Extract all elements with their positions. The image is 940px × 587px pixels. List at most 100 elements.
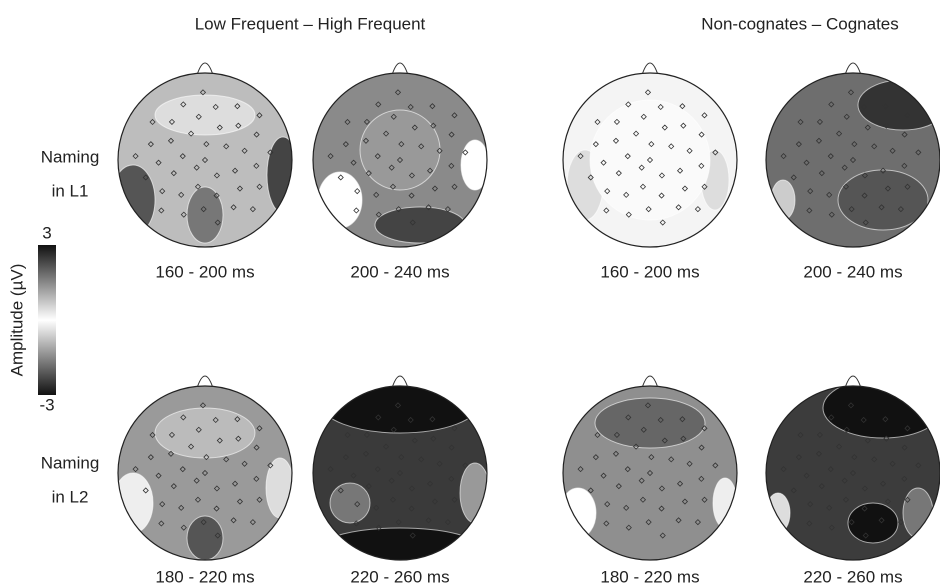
- electrode: [884, 498, 892, 505]
- electrode: [864, 437, 871, 444]
- electrode: [448, 162, 455, 169]
- electrode: [365, 170, 372, 177]
- electrode: [375, 414, 382, 421]
- electrode: [167, 137, 175, 144]
- electrode: [613, 431, 621, 438]
- contour-region: [359, 109, 441, 191]
- electrode: [612, 137, 620, 144]
- electrode: [668, 456, 675, 463]
- electrode: [882, 103, 889, 110]
- electrode: [807, 188, 814, 195]
- electrode: [661, 437, 668, 444]
- electrode: [344, 431, 351, 439]
- row-label: in L1: [52, 181, 89, 200]
- electrode: [253, 475, 260, 482]
- nose: [196, 62, 214, 76]
- contour-region: [329, 482, 371, 524]
- electrode: [646, 156, 654, 164]
- electrode: [861, 485, 868, 492]
- electrode: [395, 206, 402, 213]
- electrode: [904, 496, 911, 503]
- electrode: [409, 219, 416, 226]
- electrode: [158, 520, 165, 527]
- electrode: [409, 532, 416, 539]
- electrode: [389, 496, 397, 503]
- electrode: [199, 89, 207, 96]
- electrode: [236, 498, 244, 505]
- electrode: [363, 431, 371, 438]
- electrode: [230, 204, 237, 211]
- electrode: [842, 496, 850, 503]
- electrode: [818, 170, 825, 177]
- electrode: [701, 183, 708, 190]
- electrode: [142, 487, 149, 494]
- head-map: [117, 62, 293, 248]
- electrode: [354, 188, 361, 195]
- electrode: [861, 192, 868, 199]
- electrode: [883, 435, 890, 442]
- time-window: 200 - 240 ms: [803, 262, 902, 281]
- electrode: [657, 416, 664, 424]
- electrode: [816, 118, 824, 125]
- electrode: [889, 460, 896, 467]
- electrode: [223, 143, 230, 150]
- electrode: [803, 159, 810, 166]
- electrode: [701, 112, 708, 119]
- contour-region: [186, 186, 224, 244]
- electrode: [451, 496, 458, 503]
- electrode: [657, 103, 664, 111]
- head-map: [765, 62, 940, 248]
- electrode: [342, 454, 349, 461]
- electrode: [195, 426, 202, 433]
- electrode: [462, 462, 469, 469]
- electrode: [658, 192, 665, 199]
- electrode: [806, 520, 813, 527]
- electrode: [203, 141, 210, 148]
- electrode: [648, 141, 655, 148]
- electrode: [337, 174, 344, 181]
- electrode: [337, 487, 344, 494]
- electrode: [147, 141, 154, 148]
- electrode: [188, 443, 195, 450]
- contour-region: [459, 462, 487, 524]
- electrode: [862, 219, 869, 226]
- electrode: [155, 472, 162, 479]
- electrode: [429, 103, 436, 110]
- electrode: [615, 170, 622, 177]
- electrode: [200, 519, 207, 526]
- electrode: [159, 188, 166, 195]
- electrode: [373, 504, 380, 511]
- electrode: [395, 519, 402, 526]
- electrode: [253, 162, 260, 169]
- electrode: [851, 454, 858, 461]
- electrode: [168, 431, 176, 438]
- electrode: [879, 167, 887, 174]
- electrode: [901, 162, 908, 169]
- electrode: [841, 164, 848, 171]
- electrode: [848, 206, 855, 213]
- electrode: [430, 122, 437, 129]
- electrode: [897, 206, 904, 213]
- electrode: [159, 501, 166, 508]
- electrode: [644, 89, 652, 96]
- electrode: [600, 472, 607, 479]
- head-outline: [765, 72, 940, 248]
- head-map: [312, 375, 488, 561]
- head-outline: [117, 385, 293, 561]
- head-outline: [765, 385, 940, 561]
- electrode: [212, 103, 219, 111]
- electrode: [587, 174, 594, 181]
- electrode: [216, 124, 223, 131]
- time-window: 200 - 240 ms: [350, 262, 449, 281]
- electrode: [603, 207, 610, 214]
- electrode: [681, 498, 689, 505]
- time-window: 180 - 220 ms: [600, 567, 699, 586]
- electrode: [411, 437, 418, 444]
- electrode: [200, 206, 207, 213]
- electrode: [213, 172, 220, 179]
- electrode: [615, 483, 622, 490]
- electrode: [827, 153, 834, 160]
- electrode: [462, 149, 469, 156]
- electrode: [676, 480, 684, 487]
